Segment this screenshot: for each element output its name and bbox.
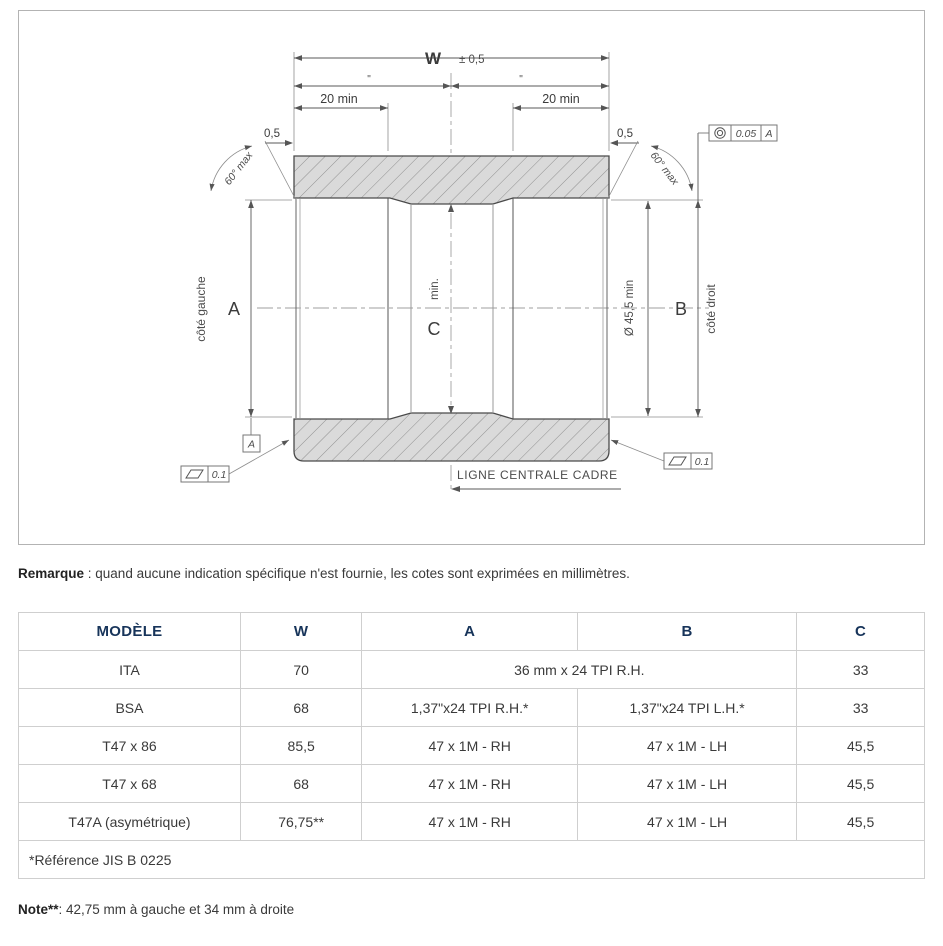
table-cell: 68	[239, 688, 363, 727]
half-mark-right: "	[519, 74, 523, 85]
table-row: BSA 68 1,37"x24 TPI R.H.* 1,37"x24 TPI L.H.…	[18, 688, 925, 727]
min20-right: 20 min	[542, 92, 580, 106]
chamfer-right: 0,5	[617, 128, 633, 140]
table-cell: 33	[796, 650, 925, 689]
drawing-frame: 0.05 A A 0.1 0.1 LIGNE CENTRALE CADRE W …	[18, 10, 925, 545]
min20-left: 20 min	[320, 92, 358, 106]
bore-lines	[295, 198, 608, 419]
c-min-label: min.	[429, 278, 441, 300]
table-cell: T47 x 86	[18, 726, 241, 765]
centerline-label: LIGNE CENTRALE CADRE	[457, 468, 618, 482]
table-cell: 68	[239, 764, 363, 803]
side-left-label: côté gauche	[194, 276, 208, 342]
column-header-c: C	[796, 612, 925, 651]
concentricity-tolerance: 0.05	[736, 128, 757, 140]
remark-body: : quand aucune indication spécifique n'e…	[84, 565, 630, 581]
table-cell: 47 x 1M - RH	[361, 802, 578, 841]
w-label: W	[425, 49, 442, 68]
label-a: A	[228, 299, 240, 319]
c-dimension-arrows	[448, 204, 454, 414]
table-row: ITA 70 36 mm x 24 TPI R.H. 33	[18, 650, 925, 689]
table-cell: ITA	[18, 650, 241, 689]
remark-label: Remarque	[18, 565, 85, 581]
bore-diameter-label: Ø 45,5 min	[624, 280, 636, 336]
table-cell: 1,37"x24 TPI L.H.*	[576, 688, 798, 727]
datum-a-label: A	[247, 439, 255, 451]
table-footer-cell: *Référence JIS B 0225	[18, 840, 925, 879]
flatness-icon	[185, 469, 204, 479]
w-tolerance: ± 0,5	[459, 54, 485, 66]
concentricity-icon	[714, 127, 726, 139]
column-header-b: B	[576, 612, 798, 651]
side-right-label: côté droit	[704, 284, 718, 334]
column-header-w: W	[239, 612, 363, 651]
table-cell: 1,37"x24 TPI R.H.*	[361, 688, 578, 727]
label-c: C	[428, 319, 441, 339]
technical-drawing: 0.05 A A 0.1 0.1 LIGNE CENTRALE CADRE W …	[180, 49, 778, 493]
table-cell: BSA	[18, 688, 241, 727]
half-mark-left: "	[367, 74, 371, 85]
table-cell: T47 x 68	[18, 764, 241, 803]
angle-right: 60° max	[648, 150, 682, 188]
table-footer-row: *Référence JIS B 0225	[18, 840, 925, 879]
table-cell: 47 x 1M - RH	[361, 764, 578, 803]
label-b: B	[675, 299, 687, 319]
remark-text: Remarque : quand aucune indication spéci…	[18, 566, 630, 581]
flatness-tolerance-right: 0.1	[695, 456, 710, 468]
table-cell: 36 mm x 24 TPI R.H.	[361, 650, 798, 689]
table-cell: 47 x 1M - LH	[576, 764, 798, 803]
table-cell: 45,5	[796, 764, 925, 803]
chamfer-dimensions	[265, 140, 639, 146]
shell-top-wall	[293, 155, 610, 205]
dimension-lines	[248, 55, 701, 417]
flatness-fcf-right: 0.1	[610, 439, 713, 470]
table-cell: T47A (asymétrique)	[18, 802, 241, 841]
table-cell: 76,75**	[239, 802, 363, 841]
table-cell: 85,5	[239, 726, 363, 765]
spec-table-body: ITA 70 36 mm x 24 TPI R.H. 33 BSA 68 1,37"x24 …	[18, 650, 925, 841]
table-cell: 70	[239, 650, 363, 689]
chamfer-left: 0,5	[264, 128, 280, 140]
shell-bottom-wall	[293, 412, 610, 462]
column-header-a: A	[361, 612, 578, 651]
flatness-icon	[668, 456, 687, 466]
table-cell: 33	[796, 688, 925, 727]
angle-left: 60° max	[222, 149, 256, 187]
flatness-fcf-left: 0.1	[180, 439, 290, 483]
note-label: Note**	[18, 901, 59, 917]
table-row: T47 x 86 85,5 47 x 1M - RH 47 x 1M - LH 45,5	[18, 726, 925, 765]
note-body: : 42,75 mm à gauche et 34 mm à droite	[58, 901, 295, 917]
concentricity-datum: A	[764, 128, 772, 140]
table-cell: 45,5	[796, 726, 925, 765]
table-cell: 47 x 1M - LH	[576, 802, 798, 841]
column-header-modele: MODÈLE	[18, 612, 241, 651]
spec-table: MODÈLE W A B C ITA 70 36 mm x 24 TPI R.H. 3…	[18, 612, 925, 879]
table-row: T47A (asymétrique) 76,75** 47 x 1M - RH 47 …	[18, 802, 925, 841]
table-cell: 47 x 1M - RH	[361, 726, 578, 765]
table-cell: 45,5	[796, 802, 925, 841]
spec-table-container: MODÈLE W A B C ITA 70 36 mm x 24 TPI R.H. 3…	[18, 612, 925, 879]
note-text: Note**: 42,75 mm à gauche et 34 mm à dro…	[18, 902, 294, 917]
flatness-tolerance-left: 0.1	[212, 469, 227, 481]
concentricity-fcf: 0.05 A	[698, 124, 778, 142]
table-header-row: MODÈLE W A B C	[18, 612, 925, 651]
datum-a: A	[242, 418, 261, 453]
table-cell: 47 x 1M - LH	[576, 726, 798, 765]
shell-section	[293, 155, 610, 462]
angle-callouts	[209, 140, 694, 201]
table-row: T47 x 68 68 47 x 1M - RH 47 x 1M - LH 45,5	[18, 764, 925, 803]
frame-centerline-note: LIGNE CENTRALE CADRE	[451, 468, 621, 492]
extension-lines	[245, 52, 703, 418]
